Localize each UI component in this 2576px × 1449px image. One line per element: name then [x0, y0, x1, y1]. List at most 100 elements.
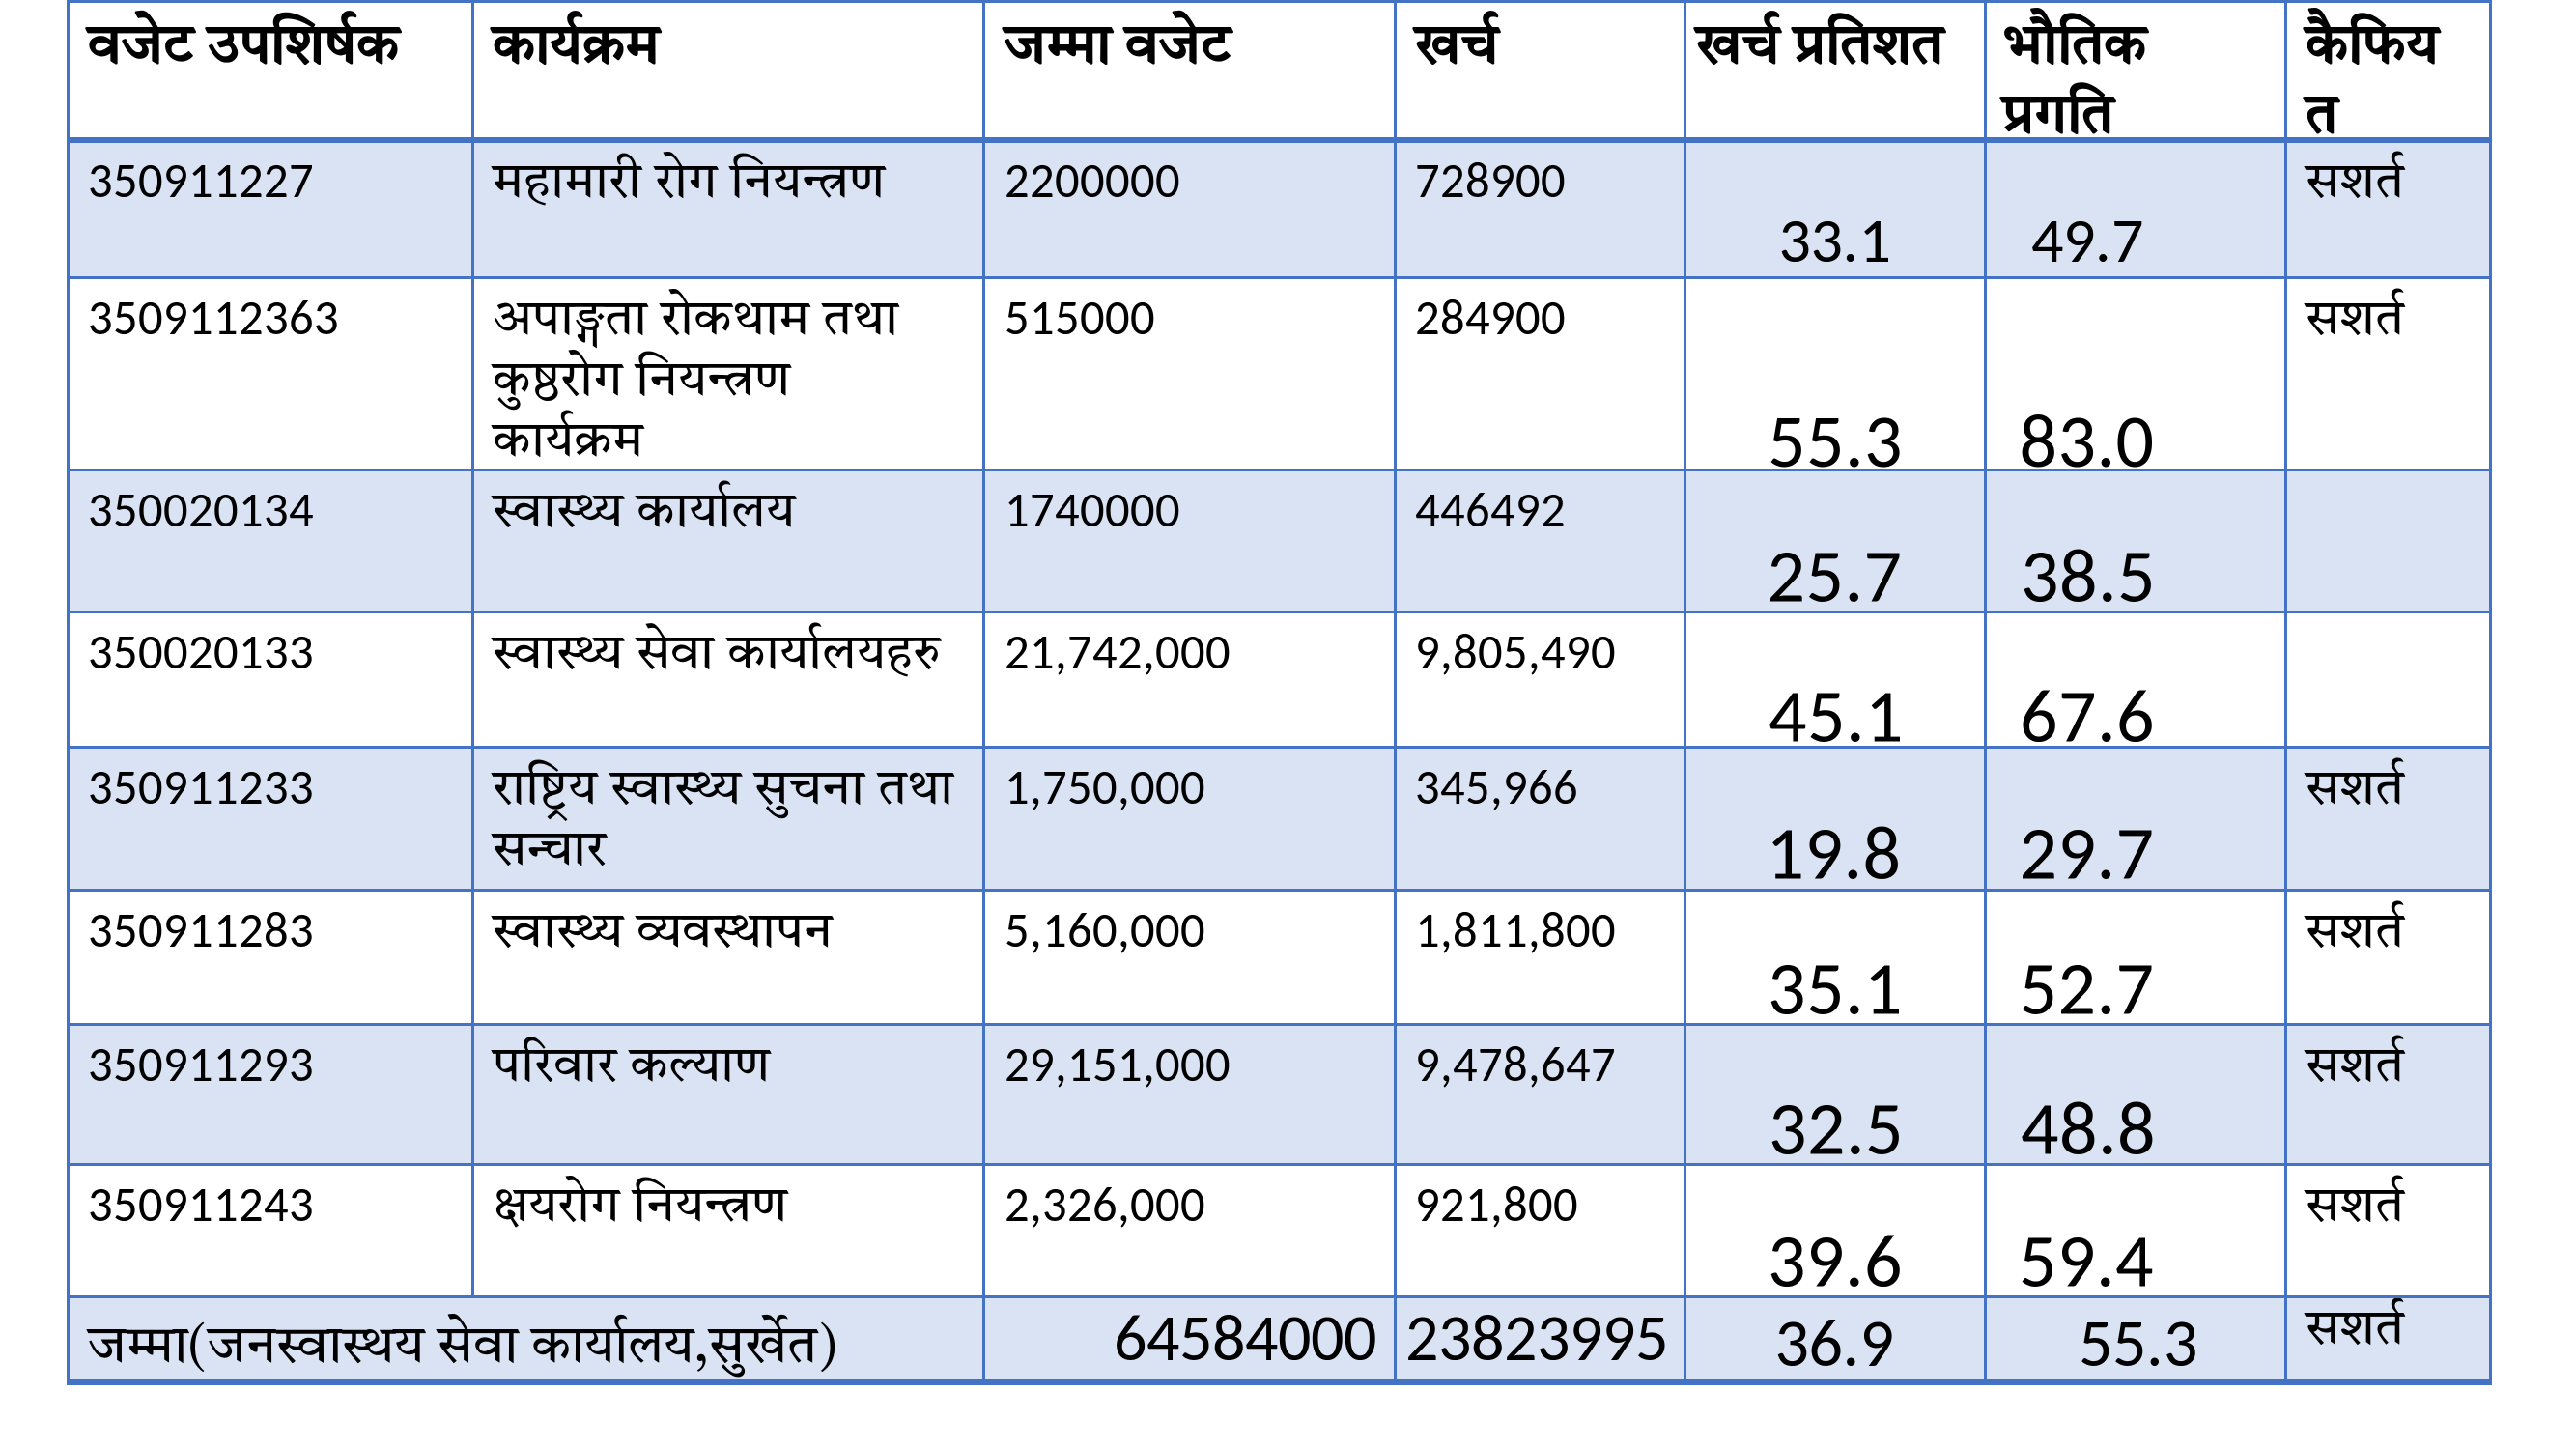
header-cell-3: [1412, 11, 1501, 66]
total-label: [86, 1314, 835, 1378]
row6-expense-pct: [1768, 941, 1899, 1014]
header-cell-6: [2285, 7, 2442, 140]
text-glyphs: [491, 410, 645, 457]
table-border-left: [66, 0, 70, 1385]
text-glyphs: [2304, 90, 2339, 133]
text-glyphs: [1778, 201, 1888, 262]
row5-remark: [2304, 757, 2406, 805]
row8-physical-progress: [2019, 1213, 2153, 1287]
row2-expense: [1415, 287, 1565, 334]
col-border: [1983, 0, 1987, 1382]
row7-physical-progress: [2021, 1081, 2153, 1154]
total-remark: [2304, 1297, 2406, 1345]
row1-expense-pct: [1778, 201, 1888, 262]
row1-code: [88, 150, 312, 197]
text-glyphs: [1005, 479, 1179, 526]
table-border-top: [66, 0, 2492, 3]
text-glyphs: [1774, 1301, 1892, 1366]
text-glyphs: [2304, 1297, 2406, 1345]
text-glyphs: [2031, 201, 2142, 262]
row7-code: [88, 1034, 312, 1081]
row4-physical-progress: [2020, 668, 2152, 742]
row2-remark: [2304, 288, 2406, 335]
table-border-right: [2488, 0, 2492, 1385]
header-cell-0: [85, 10, 402, 66]
col-border: [1393, 0, 1397, 1382]
text-glyphs: [493, 1176, 789, 1228]
col-border: [1683, 0, 1686, 1382]
header-separator: [66, 137, 2492, 143]
text-glyphs: [88, 756, 312, 804]
row-border: [66, 1294, 2492, 1298]
header-cell-5: [1999, 0, 2285, 135]
text-glyphs: [88, 1034, 312, 1081]
text-glyphs: [88, 899, 312, 947]
text-glyphs: [2304, 1175, 2406, 1222]
text-glyphs: [491, 1037, 772, 1082]
row1-program: [491, 152, 887, 206]
text-glyphs: [1415, 621, 1615, 675]
text-glyphs: [2304, 900, 2406, 948]
text-glyphs: [491, 826, 608, 866]
text-glyphs: [1005, 899, 1204, 953]
row-border: [66, 745, 2492, 749]
text-glyphs: [1005, 1174, 1204, 1228]
text-glyphs: [1415, 1174, 1577, 1228]
text-glyphs: [2019, 394, 2152, 468]
text-glyphs: [491, 480, 797, 527]
text-glyphs: [1769, 1081, 1899, 1154]
text-glyphs: [1005, 287, 1154, 334]
text-glyphs: [1693, 11, 1946, 66]
row-border: [66, 468, 2492, 471]
text-glyphs: [491, 152, 887, 206]
text-glyphs: [1415, 1034, 1614, 1088]
text-glyphs: [1405, 1297, 1665, 1360]
row3-budget: [1005, 479, 1179, 526]
col-border-1: [470, 0, 474, 1296]
row6-budget: [1005, 899, 1204, 953]
text-glyphs: [2304, 1035, 2406, 1082]
table-border-bottom: [66, 1379, 2492, 1385]
text-glyphs: [88, 479, 313, 526]
row-border: [66, 1162, 2492, 1166]
row5-budget: [1005, 756, 1204, 810]
row4-expense: [1415, 621, 1615, 675]
text-glyphs: [1415, 287, 1565, 334]
text-glyphs: [88, 621, 312, 668]
text-glyphs: [1415, 756, 1576, 810]
row3-program: [491, 480, 797, 527]
row5-code: [88, 756, 312, 804]
row-border: [66, 610, 2492, 613]
text-glyphs: [491, 908, 835, 948]
header-cell-4: [1693, 11, 1946, 66]
text-glyphs: [1114, 1297, 1375, 1360]
col-border: [981, 0, 985, 1382]
text-glyphs: [1766, 806, 1898, 879]
text-glyphs: [491, 622, 942, 677]
row2-code: [88, 287, 337, 334]
text-glyphs: [491, 759, 955, 821]
text-glyphs: [1999, 82, 2116, 135]
row5-program: [491, 759, 955, 866]
row3-expense: [1415, 479, 1564, 526]
row8-code: [88, 1174, 312, 1221]
row4-program: [491, 622, 942, 677]
row3-code: [88, 479, 313, 526]
text-glyphs: [88, 1174, 312, 1221]
text-glyphs: [2304, 151, 2406, 198]
row4-code: [88, 621, 312, 668]
row6-code: [88, 899, 312, 947]
text-glyphs: [86, 1314, 835, 1378]
row7-expense: [1415, 1034, 1614, 1088]
row7-budget: [1005, 1034, 1230, 1088]
text-glyphs: [2020, 668, 2152, 742]
text-glyphs: [493, 289, 900, 349]
text-glyphs: [2021, 1081, 2153, 1154]
row3-expense-pct: [1767, 528, 1900, 602]
text-glyphs: [2019, 1213, 2153, 1287]
text-glyphs: [2019, 806, 2152, 879]
text-glyphs: [2079, 1301, 2195, 1366]
text-glyphs: [1769, 668, 1900, 742]
text-glyphs: [1002, 10, 1233, 66]
